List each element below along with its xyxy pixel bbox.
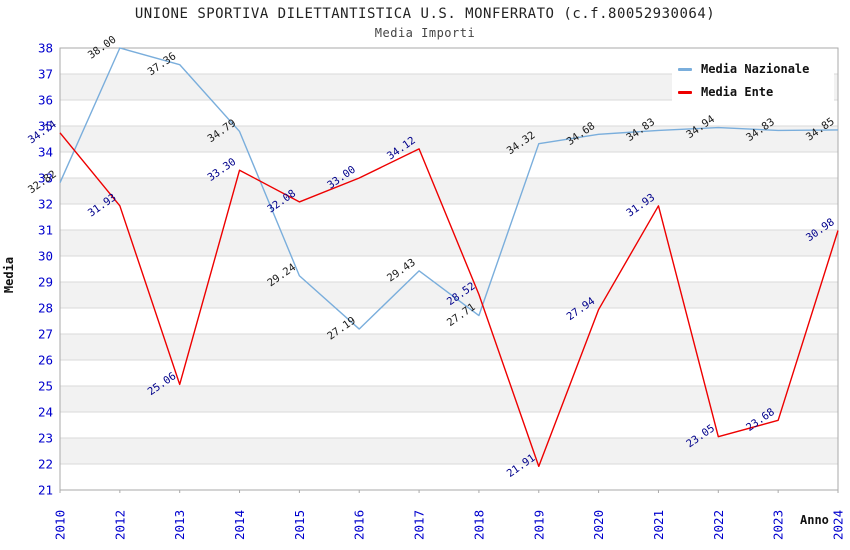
legend-line-swatch-red <box>678 90 692 94</box>
y-tick-label: 35 <box>38 119 53 134</box>
y-tick-label: 30 <box>38 249 53 264</box>
series-line-media-ente <box>59 132 839 468</box>
y-tick-label: 24 <box>38 405 53 420</box>
y-tick-label: 25 <box>38 379 53 394</box>
y-tick-label: 38 <box>38 41 53 56</box>
plot-border <box>59 47 839 491</box>
plot-band <box>60 412 838 438</box>
plot-band <box>60 282 838 308</box>
plot-band <box>60 438 838 464</box>
legend-item-media-nazionale: Media Nazionale <box>678 62 828 76</box>
legend-label-media-ente: Media Ente <box>701 85 774 99</box>
y-tick-label: 34 <box>38 145 53 160</box>
series-line-media-nazionale <box>59 47 839 330</box>
x-tick-label: 2010 <box>53 510 68 540</box>
x-tick-label: 2012 <box>112 510 127 540</box>
x-tick-label: 2015 <box>292 510 307 540</box>
y-tick-label: 33 <box>38 171 53 186</box>
x-tick-label: 2014 <box>232 510 247 540</box>
y-tick-label: 23 <box>38 431 53 446</box>
y-tick-label: 37 <box>38 67 53 82</box>
y-tick-label: 32 <box>38 197 53 212</box>
x-tick-label: 2019 <box>531 510 546 540</box>
plot-band <box>60 230 838 256</box>
y-axis-title: Media <box>2 256 16 294</box>
y-tick-label: 28 <box>38 301 53 316</box>
y-tick-label: 27 <box>38 327 53 342</box>
plot-band <box>60 464 838 490</box>
x-tick-label: 2020 <box>591 510 606 540</box>
legend-item-media-ente: Media Ente <box>678 85 828 99</box>
x-axis-title: Anno <box>800 513 829 527</box>
plot-band <box>60 126 838 152</box>
x-tick-label: 2024 <box>831 510 846 540</box>
y-tick-label: 36 <box>38 93 53 108</box>
x-tick-label: 2016 <box>352 510 367 540</box>
plot-band <box>60 386 838 412</box>
y-tick-label: 22 <box>38 457 53 472</box>
y-tick-label: 29 <box>38 275 53 290</box>
plot-band <box>60 204 838 230</box>
plot-band <box>60 256 838 282</box>
legend: Media Nazionale Media Ente <box>672 54 834 107</box>
x-tick-label: 2022 <box>711 510 726 540</box>
y-tick-label: 26 <box>38 353 53 368</box>
y-tick-label: 31 <box>38 223 53 238</box>
plot-band <box>60 334 838 360</box>
x-tick-label: 2017 <box>412 510 427 540</box>
chart-subtitle: Media Importi <box>374 26 476 40</box>
plot-band <box>60 152 838 178</box>
y-tick-label: 21 <box>38 483 53 498</box>
x-tick-label: 2021 <box>651 510 666 540</box>
plot-band <box>60 308 838 334</box>
x-tick-label: 2018 <box>471 510 486 540</box>
legend-line-swatch-blue <box>678 67 692 71</box>
legend-label-media-nazionale: Media Nazionale <box>701 62 810 76</box>
plot-band <box>60 178 838 204</box>
x-tick-label: 2013 <box>172 510 187 540</box>
chart-title: UNIONE SPORTIVA DILETTANTISTICA U.S. MON… <box>134 6 716 22</box>
x-tick-label: 2023 <box>771 510 786 540</box>
plot-band <box>60 360 838 386</box>
